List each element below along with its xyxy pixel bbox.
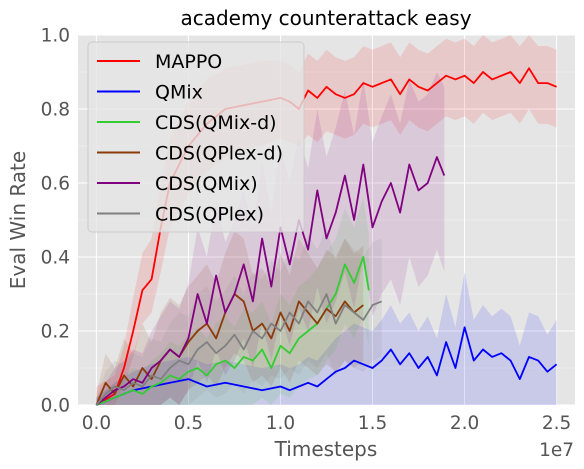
legend-frame xyxy=(87,41,305,233)
y-tick-label: 0.4 xyxy=(41,248,70,269)
band-cds-qmix xyxy=(96,72,445,405)
legend-item-cds-qplex-d: CDS(QPlex-d) xyxy=(97,143,283,165)
legend-label: MAPPO xyxy=(155,51,222,73)
line-cds-qmix xyxy=(95,156,446,406)
band-cds-qplex-d xyxy=(96,231,364,405)
y-tick-label: 0.6 xyxy=(41,174,70,195)
legend-label: CDS(QPlex) xyxy=(155,204,264,226)
line-qmix xyxy=(96,326,558,406)
x-tick-label: 1.5 xyxy=(358,413,387,434)
legend-item-cds-qmix-d: CDS(QMix-d) xyxy=(97,112,277,134)
band-cds-qplex xyxy=(96,227,382,405)
band-cds-qmix-d xyxy=(96,197,369,405)
x-multiplier-label: 1e7 xyxy=(539,440,574,461)
band-qmix xyxy=(96,271,557,405)
line-cds-qplex xyxy=(95,293,383,406)
y-tick-label: 0.0 xyxy=(41,396,70,417)
x-tick-labels: 0.0 0.5 1.0 1.5 2.0 2.5 xyxy=(82,413,572,434)
legend: MAPPO QMix CDS(QMix-d) CDS(QPlex-d) CDS(QMix… xyxy=(87,41,305,233)
legend-item-qmix: QMix xyxy=(97,82,203,104)
y-tick-label: 0.8 xyxy=(41,100,70,121)
y-axis-label: Eval Win Rate xyxy=(6,151,30,289)
legend-item-mappo: MAPPO xyxy=(97,51,222,73)
x-tick-label: 0.0 xyxy=(82,413,111,434)
x-tick-label: 2.0 xyxy=(450,413,479,434)
legend-item-cds-qmix: CDS(QMix) xyxy=(97,173,258,195)
x-tick-label: 0.5 xyxy=(174,413,203,434)
legend-label: CDS(QMix) xyxy=(155,173,258,195)
legend-label: QMix xyxy=(155,82,203,104)
y-tick-label: 0.2 xyxy=(41,322,70,343)
x-tick-label: 2.5 xyxy=(542,413,571,434)
x-axis-label: Timesteps xyxy=(274,437,378,461)
legend-item-cds-qplex: CDS(QPlex) xyxy=(97,204,264,226)
y-tick-label: 1.0 xyxy=(41,26,70,47)
chart-title: academy counterattack easy xyxy=(180,6,471,30)
y-tick-labels: 0.0 0.2 0.4 0.6 0.8 1.0 xyxy=(41,26,70,417)
x-tick-label: 1.0 xyxy=(266,413,295,434)
legend-label: CDS(QMix-d) xyxy=(155,112,277,134)
legend-label: CDS(QPlex-d) xyxy=(155,143,283,165)
